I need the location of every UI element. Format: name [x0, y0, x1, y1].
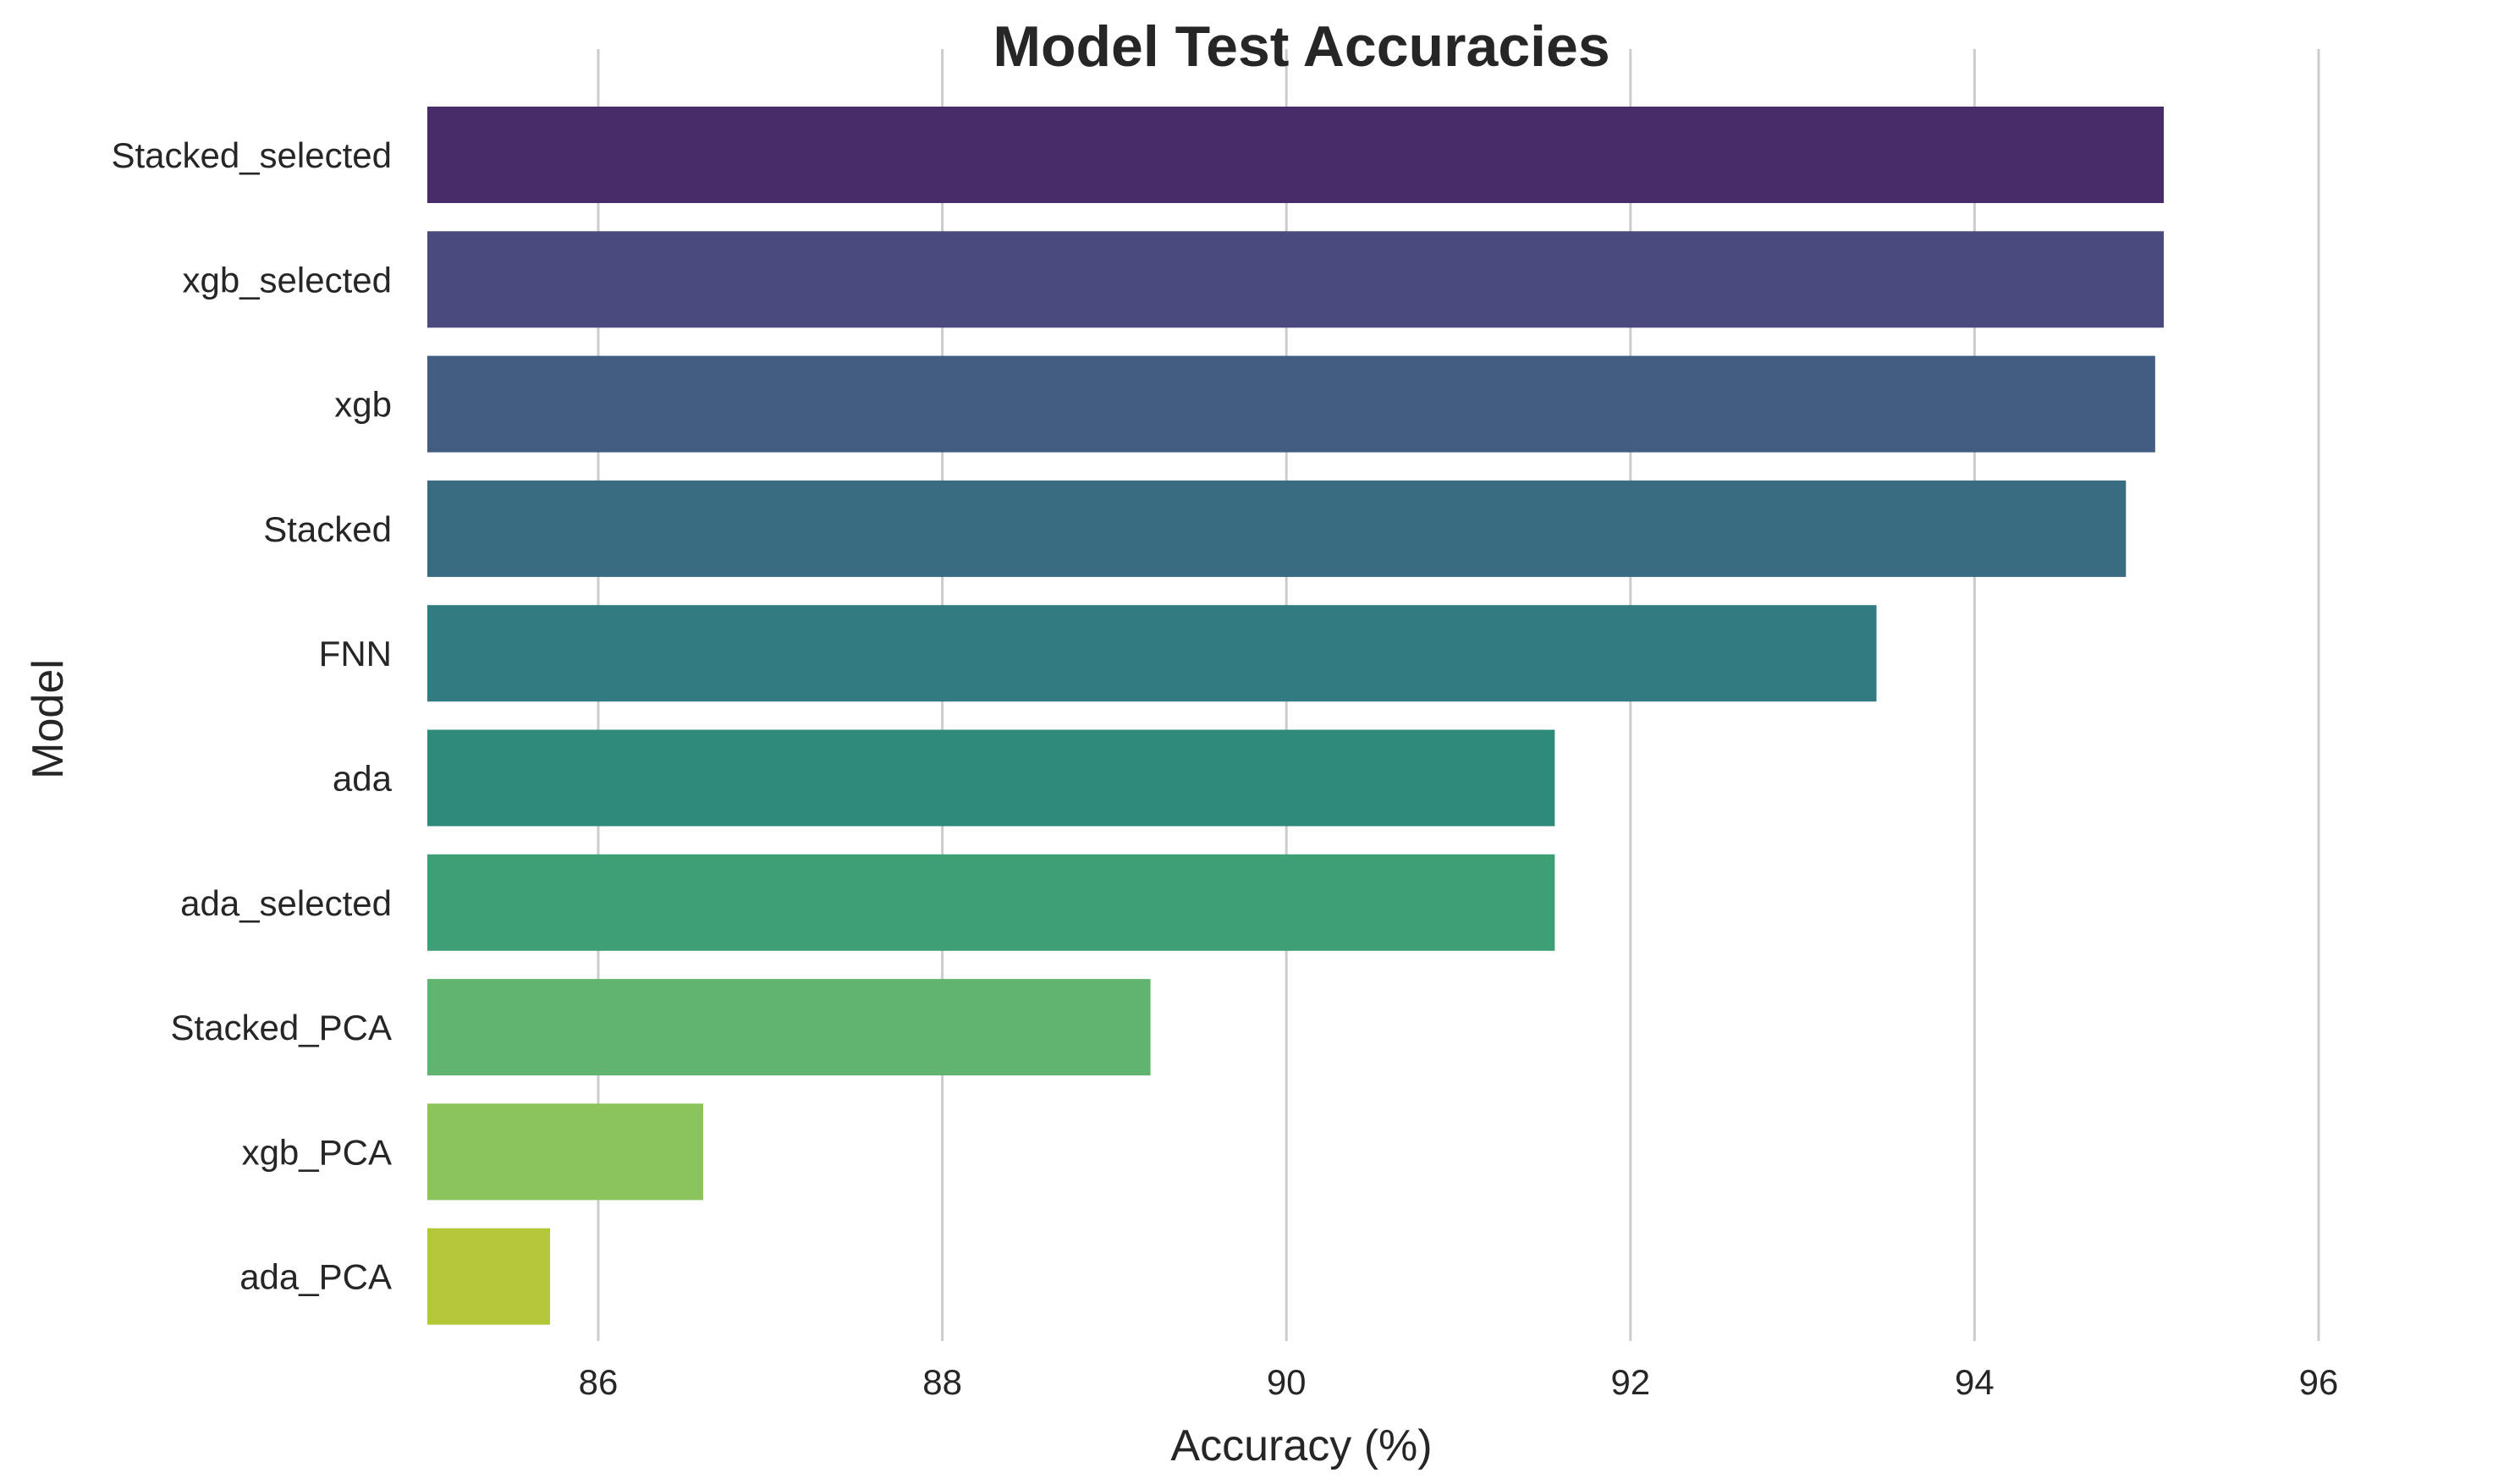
x-tick-label: 88: [922, 1362, 962, 1402]
bar-ada-pca: [427, 1228, 551, 1325]
y-tick-label: Stacked: [263, 509, 392, 549]
y-tick-label: ada_selected: [180, 883, 392, 923]
x-tick-label: 94: [1955, 1362, 1995, 1402]
x-tick-label: 96: [2299, 1362, 2339, 1402]
y-tick-label: xgb_PCA: [242, 1132, 392, 1172]
y-tick-label: xgb_selected: [182, 260, 392, 300]
y-tick-label: Stacked_selected: [111, 135, 392, 175]
bar-xgb-selected: [427, 231, 2165, 328]
bar-layer: [427, 107, 2165, 1325]
y-tick-label: Stacked_PCA: [171, 1008, 392, 1047]
x-tick-label: 92: [1610, 1362, 1650, 1402]
x-tick-label: 90: [1267, 1362, 1307, 1402]
bar-stacked: [427, 480, 2127, 577]
bar-ada: [427, 729, 1555, 827]
bar-stacked-pca: [427, 979, 1151, 1076]
x-tick-labels: 86 88 90 92 94 96: [579, 1362, 2339, 1402]
chart-title: Model Test Accuracies: [993, 14, 1609, 79]
bar-fnn: [427, 605, 1877, 702]
y-tick-label: xgb: [334, 385, 392, 425]
bar-xgb: [427, 355, 2155, 453]
x-tick-label: 86: [579, 1362, 619, 1402]
bar-xgb-pca: [427, 1103, 704, 1201]
y-tick-label: FNN: [319, 634, 392, 673]
y-tick-label: ada_PCA: [239, 1257, 392, 1297]
y-axis-label: Model: [24, 659, 73, 779]
bar-ada-selected: [427, 854, 1555, 951]
y-tick-label: ada: [333, 759, 393, 799]
x-axis-label: Accuracy (%): [1170, 1421, 1432, 1470]
bar-stacked-selected: [427, 107, 2165, 203]
